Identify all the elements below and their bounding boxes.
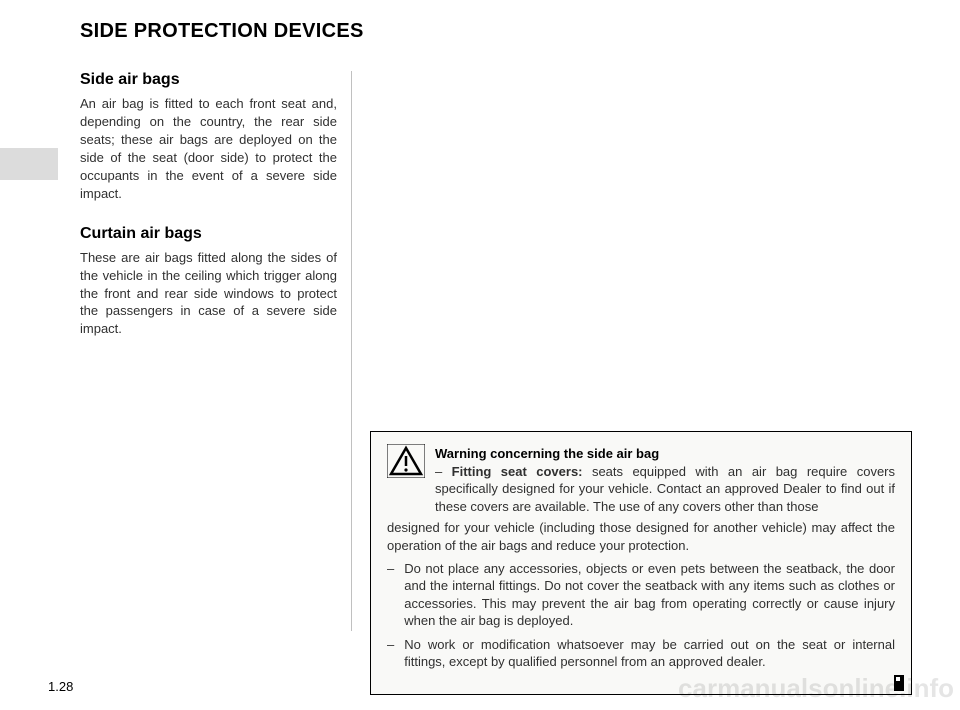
warning-title: Warning concerning the side air bag xyxy=(387,446,895,461)
warning-item-1-text-b: designed for your vehicle (including tho… xyxy=(387,519,895,554)
page-title: SIDE PROTECTION DEVICES xyxy=(80,20,912,43)
dash-icon: – xyxy=(387,560,394,630)
manual-page: SIDE PROTECTION DEVICES Side air bags An… xyxy=(0,0,960,710)
section-tab-marker xyxy=(0,148,58,180)
left-column: Side air bags An air bag is fitted to ea… xyxy=(80,71,352,631)
content-columns: Side air bags An air bag is fitted to ea… xyxy=(80,71,912,631)
right-column: Warning concerning the side air bag – Fi… xyxy=(370,71,912,631)
section-body-side-airbags: An air bag is fitted to each front seat … xyxy=(80,95,337,203)
warning-triangle-icon xyxy=(387,444,425,483)
section-heading-side-airbags: Side air bags xyxy=(80,71,337,89)
warning-inner: Warning concerning the side air bag – Fi… xyxy=(387,446,895,670)
warning-item-3: – No work or modification whatsoever may… xyxy=(387,636,895,671)
warning-item-1-label: Fitting seat covers: xyxy=(452,464,583,479)
warning-item-3-text: No work or modification whatsoever may b… xyxy=(404,636,895,671)
section-heading-curtain-airbags: Curtain air bags xyxy=(80,225,337,243)
warning-item-2: – Do not place any accessories, objects … xyxy=(387,560,895,630)
dash-icon: – xyxy=(387,636,394,671)
warning-box: Warning concerning the side air bag – Fi… xyxy=(370,431,912,695)
warning-item-2-text: Do not place any accessories, objects or… xyxy=(404,560,895,630)
page-end-marker-icon xyxy=(894,675,904,696)
page-number: 1.28 xyxy=(48,679,73,694)
section-body-curtain-airbags: These are air bags fitted along the side… xyxy=(80,249,337,339)
warning-item-1: – Fitting seat covers: seats equipped wi… xyxy=(387,463,895,554)
